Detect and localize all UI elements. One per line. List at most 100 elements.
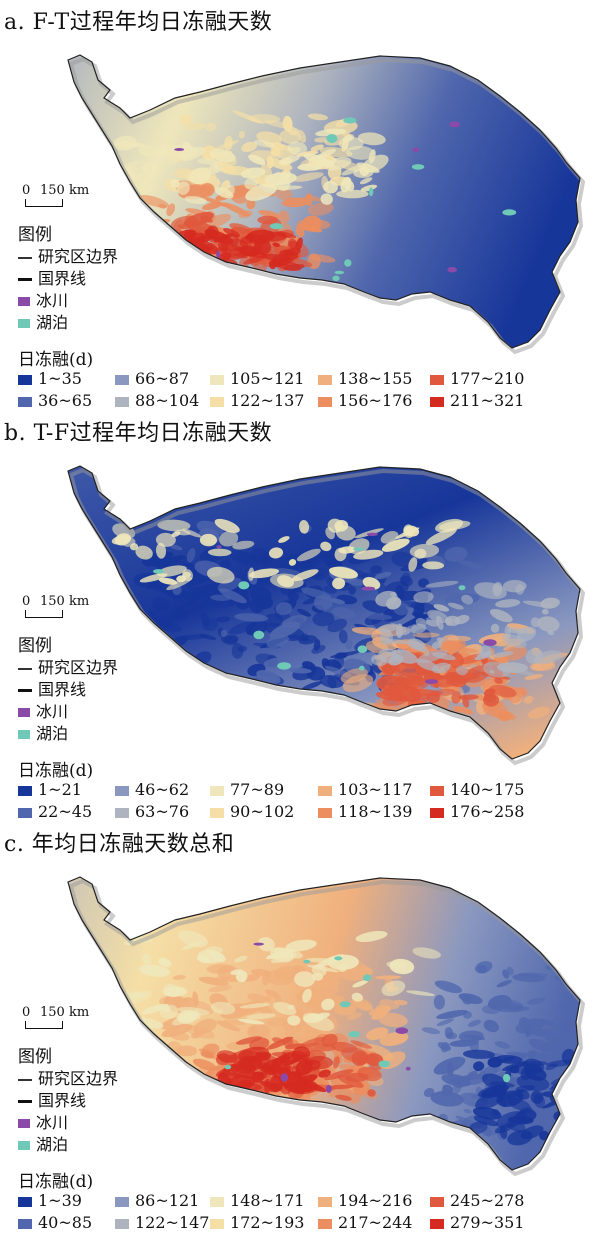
map-texture-cell [284, 1032, 314, 1044]
map-texture-cell [326, 1084, 355, 1090]
map-texture-cell [431, 652, 456, 661]
map-texture-cell [347, 321, 359, 331]
map-texture-cell [302, 563, 315, 570]
map-texture-cell [272, 242, 280, 248]
map-texture-cell [278, 536, 290, 543]
map-texture-cell [387, 343, 396, 348]
map-texture-cell [462, 996, 473, 1005]
map-texture-cell [159, 1004, 179, 1019]
map-texture-cell [326, 340, 337, 348]
map-texture-cell [129, 543, 139, 551]
map-texture-cell [378, 336, 399, 344]
class-label: 176~258 [450, 802, 525, 821]
map-texture-cell [397, 325, 417, 336]
map-texture-cell [204, 602, 234, 608]
map-texture-cell [357, 334, 391, 348]
map-texture-cell [540, 597, 560, 609]
map-texture-cell [162, 986, 188, 997]
glacier-patch [361, 586, 376, 591]
map-texture-cell [379, 1031, 409, 1047]
map-texture-cell [487, 1056, 503, 1068]
map-texture-cell [228, 621, 257, 635]
map-texture-cell [243, 974, 261, 982]
map-texture-cell [117, 140, 132, 149]
map-texture-cell [244, 177, 258, 190]
class-legend-item: 66~87 [115, 369, 189, 389]
classes-title: 日冻融(d) [18, 1172, 94, 1192]
map-texture-cell [289, 1025, 300, 1034]
map-texture-cell [168, 544, 183, 551]
map-texture-cell [275, 187, 293, 201]
map-texture-cell [387, 332, 405, 344]
map-texture-cell [198, 976, 229, 986]
legend-boundary: 研究区边界 [18, 1068, 118, 1090]
map-texture-cell [368, 331, 400, 345]
map-texture-cell [490, 623, 500, 633]
plateau-map-a [67, 54, 586, 355]
map-texture-cell [188, 167, 212, 185]
map-texture-cell [567, 1086, 580, 1097]
legend-national: 国界线 [18, 1090, 118, 1112]
class-swatch [210, 1218, 224, 1229]
map-texture-cell [390, 321, 414, 332]
map-texture-cell [364, 613, 392, 620]
map-texture-cell [350, 1040, 373, 1049]
panel-title-a: a. F-T过程年均日冻融天数 [4, 10, 273, 35]
map-texture-cell [365, 326, 379, 339]
map-texture-cell [318, 332, 334, 342]
glacier-patch [424, 679, 439, 684]
class-legend-item: 217~244 [318, 1213, 412, 1233]
glacier-patch [216, 545, 222, 549]
map-texture-cell [444, 546, 468, 562]
map-texture-cell [436, 615, 444, 630]
map-texture-cell [342, 327, 363, 339]
map-texture-cell [321, 998, 335, 1011]
map-texture-cell [420, 340, 434, 348]
glacier-patch [405, 1066, 411, 1071]
map-texture-cell [269, 573, 304, 589]
map-texture-cell [416, 658, 439, 671]
map-texture-cell [352, 979, 369, 988]
lake-patch [359, 665, 365, 671]
map-texture-cell [342, 134, 353, 143]
map-texture-cell [361, 335, 390, 348]
map-texture-cell [182, 569, 194, 582]
map-texture-cell [138, 145, 162, 157]
class-legend-item: 140~175 [430, 780, 524, 800]
legend-title: 图例 [18, 1047, 52, 1067]
class-label: 46~62 [135, 780, 190, 799]
lake-patch [458, 585, 466, 591]
map-texture-cell [244, 336, 271, 348]
class-legend-item: 46~62 [115, 780, 189, 800]
map-texture-cell [332, 577, 346, 590]
map-texture-cell [321, 328, 347, 344]
map-texture-cell [360, 327, 370, 343]
scale-bar: 0 150 km [22, 594, 132, 624]
map-texture-cell [310, 329, 321, 335]
map-texture-cell [377, 623, 399, 633]
lake-patch [344, 259, 352, 267]
map-texture-cell [181, 941, 203, 950]
class-swatch [318, 396, 332, 407]
class-label: 172~193 [230, 1213, 305, 1232]
map-texture-cell [283, 1054, 308, 1066]
map-texture-cell [235, 970, 248, 983]
map-texture-cell [161, 1024, 193, 1038]
class-label: 88~104 [135, 391, 200, 410]
map-texture-cell [384, 319, 401, 329]
map-texture-cell [236, 337, 262, 347]
map-texture-cell [264, 989, 281, 999]
map-texture-cell [194, 582, 226, 593]
map-texture-cell [202, 675, 213, 686]
map-texture-cell [357, 1066, 382, 1082]
map-texture-cell [433, 994, 446, 1010]
map-texture-cell [328, 566, 359, 579]
map-texture-cell [496, 1090, 524, 1107]
map-texture-cell [248, 568, 280, 579]
map-texture-cell [229, 223, 254, 235]
map-texture-cell [181, 146, 199, 156]
map-texture-cell [232, 540, 255, 550]
lake-patch [339, 1001, 351, 1008]
map-texture-cell [494, 1122, 516, 1134]
map-texture-cell [174, 243, 185, 254]
